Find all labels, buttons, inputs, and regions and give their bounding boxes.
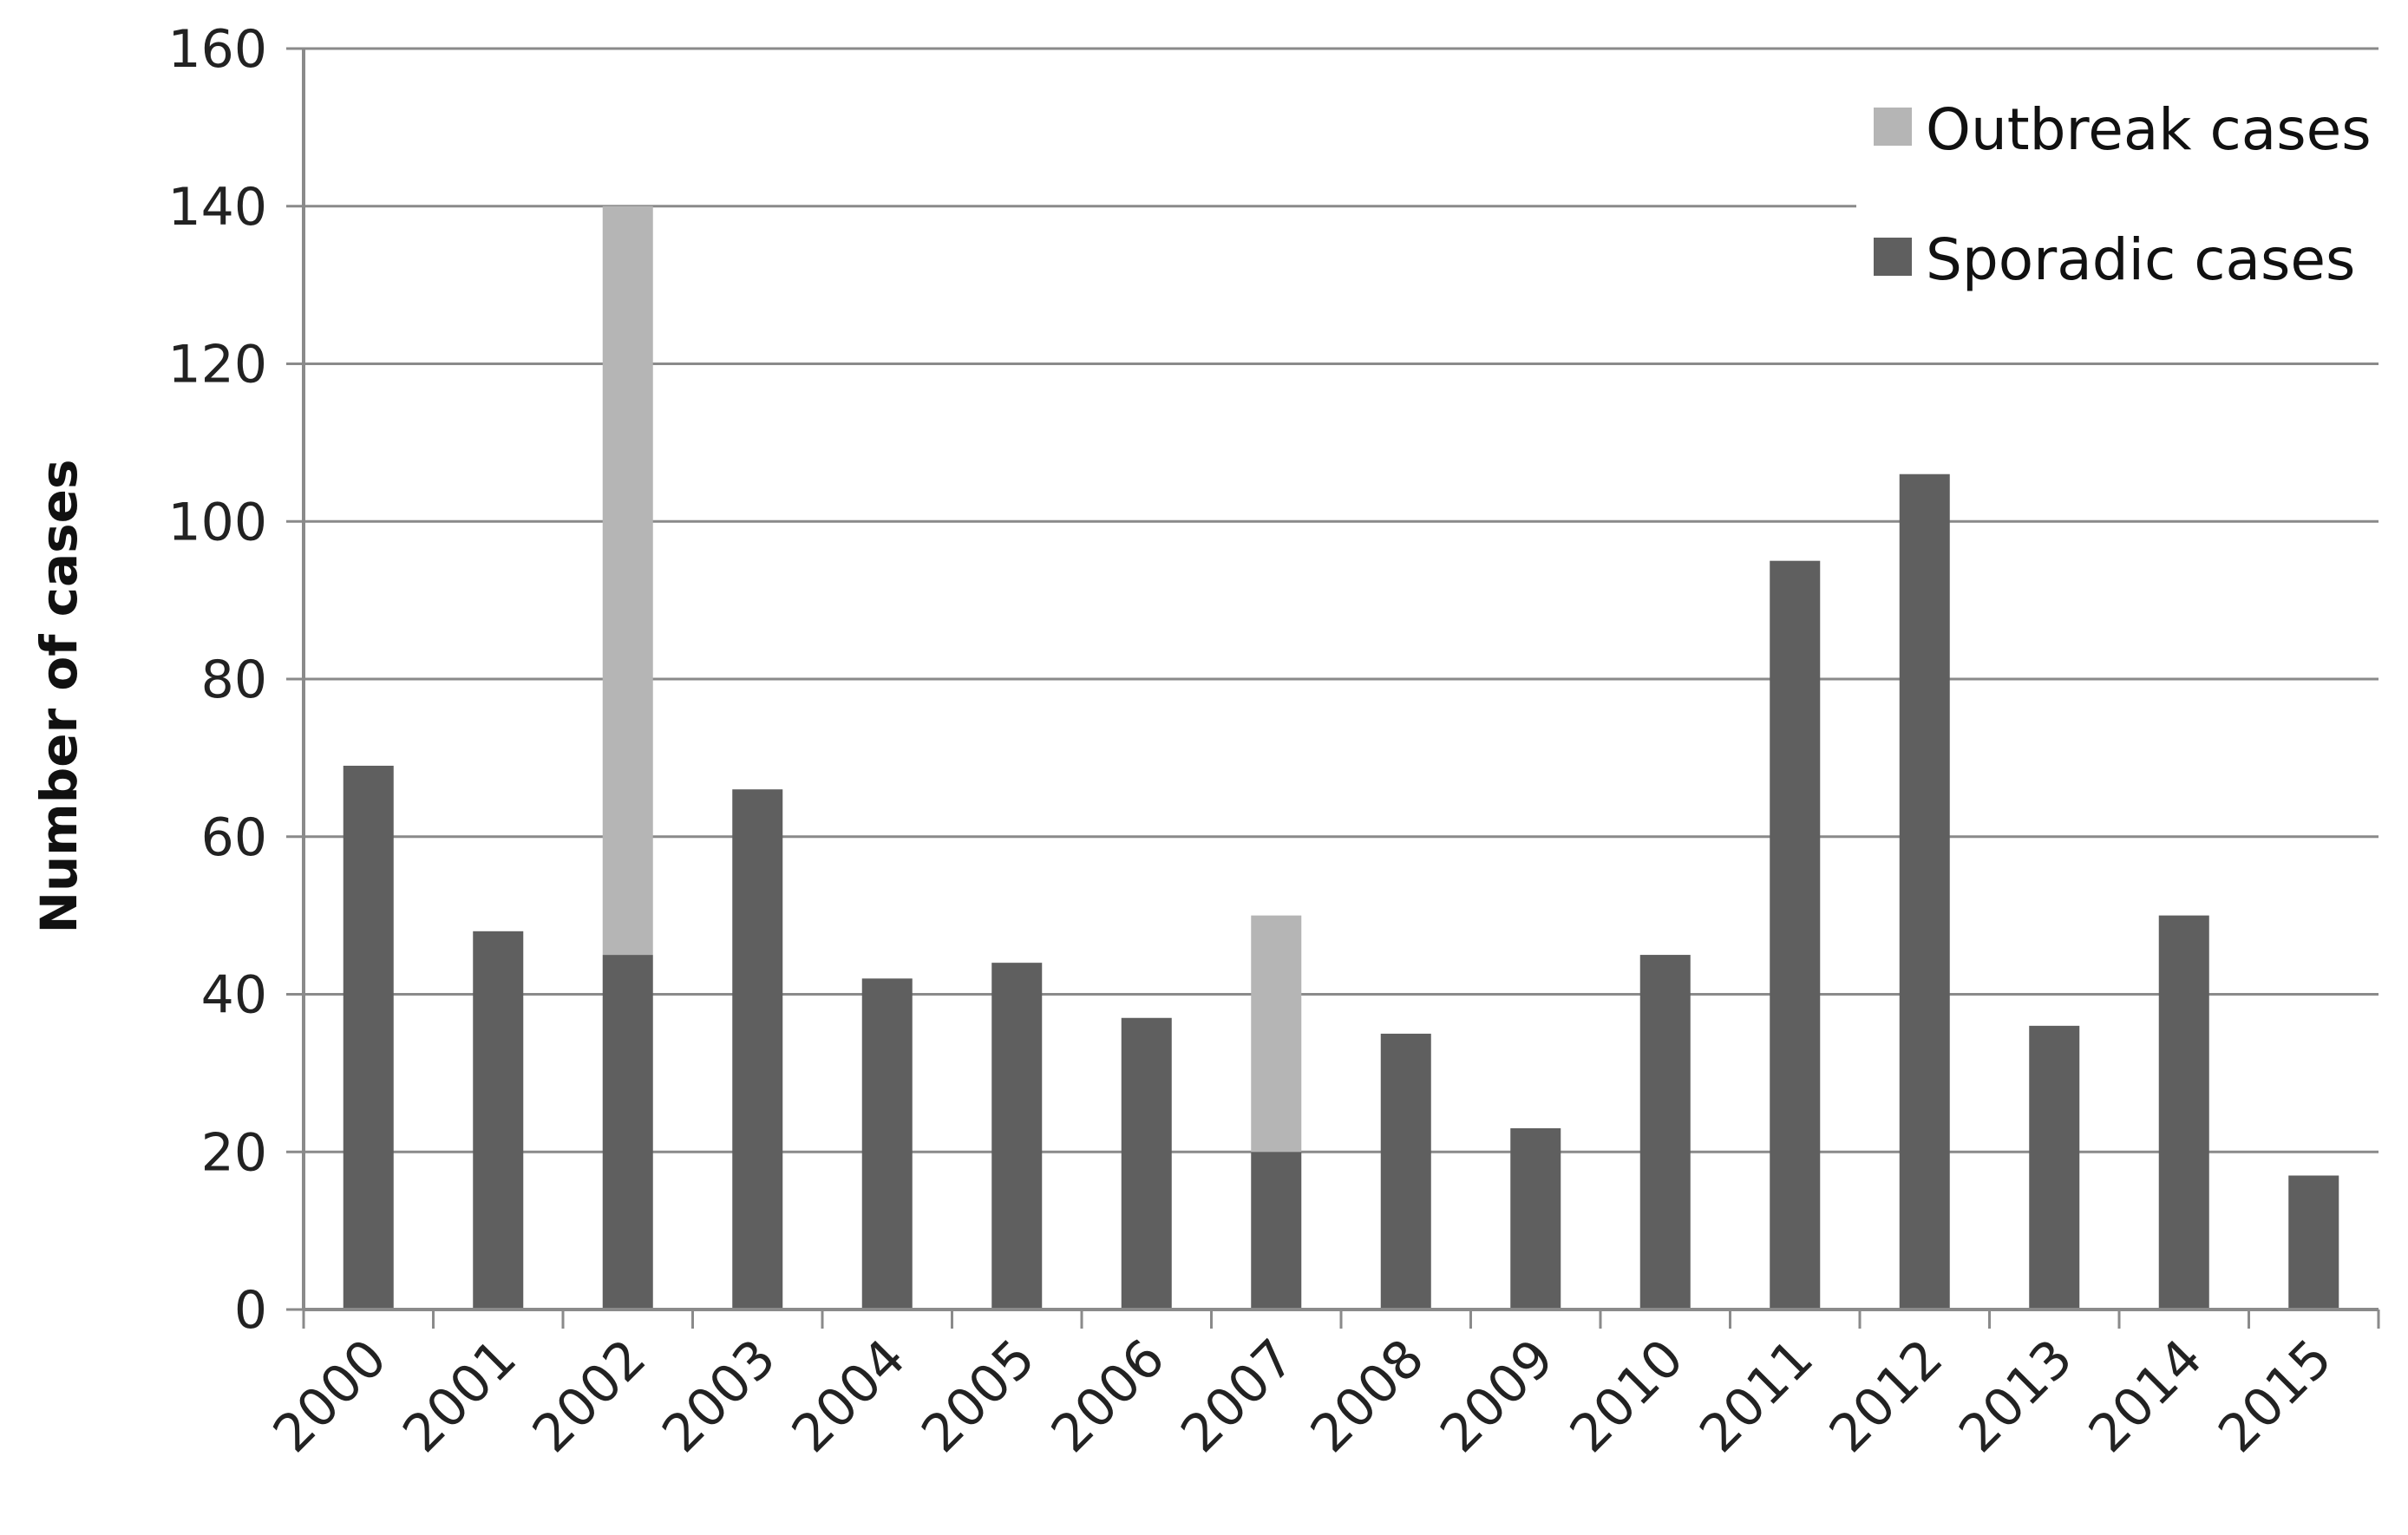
y-tick-label: 140 (167, 177, 267, 238)
x-tick-labels: 2000200120022003200420052006200720082009… (262, 1310, 2380, 1465)
legend-label-outbreak-cases: Outbreak cases (1926, 96, 2372, 163)
y-axis-title: Number of cases (29, 459, 88, 933)
bar-sporadic-cases-2001 (473, 931, 524, 1310)
y-tick-label: 0 (234, 1280, 267, 1341)
legend-label-sporadic-cases: Sporadic cases (1926, 226, 2355, 293)
x-tick-label: 2008 (1299, 1328, 1436, 1464)
x-tick-label: 2009 (1429, 1328, 1565, 1464)
x-tick-label: 2011 (1688, 1328, 1824, 1464)
x-tick-label: 2000 (262, 1328, 398, 1464)
bars (343, 206, 2339, 1310)
bar-sporadic-cases-2000 (343, 765, 394, 1310)
bar-sporadic-cases-2010 (1639, 955, 1691, 1310)
bar-outbreak-cases-2002 (602, 206, 653, 956)
x-tick-label: 2007 (1169, 1328, 1305, 1464)
bar-sporadic-cases-2008 (1380, 1033, 1431, 1310)
x-tick-label: 2013 (1947, 1328, 2084, 1464)
y-tick-label: 80 (201, 650, 267, 710)
bar-sporadic-cases-2011 (1770, 560, 1821, 1310)
x-tick-label: 2003 (651, 1328, 787, 1464)
bar-sporadic-cases-2009 (1510, 1127, 1561, 1310)
bar-sporadic-cases-2015 (2288, 1175, 2339, 1310)
bar-sporadic-cases-2006 (1121, 1017, 1172, 1310)
bar-sporadic-cases-2007 (1251, 1152, 1302, 1310)
bar-sporadic-cases-2004 (861, 978, 913, 1310)
bar-sporadic-cases-2012 (1899, 474, 1950, 1310)
bar-sporadic-cases-2003 (732, 789, 783, 1310)
y-tick-labels: 0 20 40 60 80 100 120 140 160 (167, 19, 267, 1341)
x-tick-label: 2014 (2078, 1328, 2214, 1464)
bar-sporadic-cases-2002 (602, 955, 653, 1310)
x-tick-label: 2002 (521, 1328, 658, 1464)
y-tick-label: 60 (201, 807, 267, 868)
y-tick-label: 160 (167, 19, 267, 80)
legend-swatch-sporadic-cases (1874, 238, 1912, 276)
y-tick-label: 40 (201, 965, 267, 1026)
x-tick-label: 2004 (781, 1328, 917, 1464)
bar-sporadic-cases-2005 (991, 963, 1043, 1310)
bar-sporadic-cases-2014 (2158, 915, 2209, 1310)
legend-background (1856, 87, 2394, 338)
x-tick-label: 2006 (1040, 1328, 1176, 1464)
bar-outbreak-cases-2007 (1251, 915, 1302, 1153)
x-tick-label: 2010 (1559, 1328, 1695, 1464)
legend: Outbreak cases Sporadic cases (1856, 87, 2394, 338)
x-tick-label: 2012 (1818, 1328, 1954, 1464)
x-tick-label: 2001 (391, 1328, 527, 1464)
legend-swatch-outbreak-cases (1874, 108, 1912, 146)
y-tick-label: 120 (167, 335, 267, 395)
x-tick-label: 2005 (910, 1328, 1046, 1464)
x-tick-label: 2015 (2207, 1328, 2343, 1464)
bar-sporadic-cases-2013 (2029, 1025, 2080, 1310)
y-tick-label: 20 (201, 1122, 267, 1183)
y-tick-label: 100 (167, 492, 267, 552)
